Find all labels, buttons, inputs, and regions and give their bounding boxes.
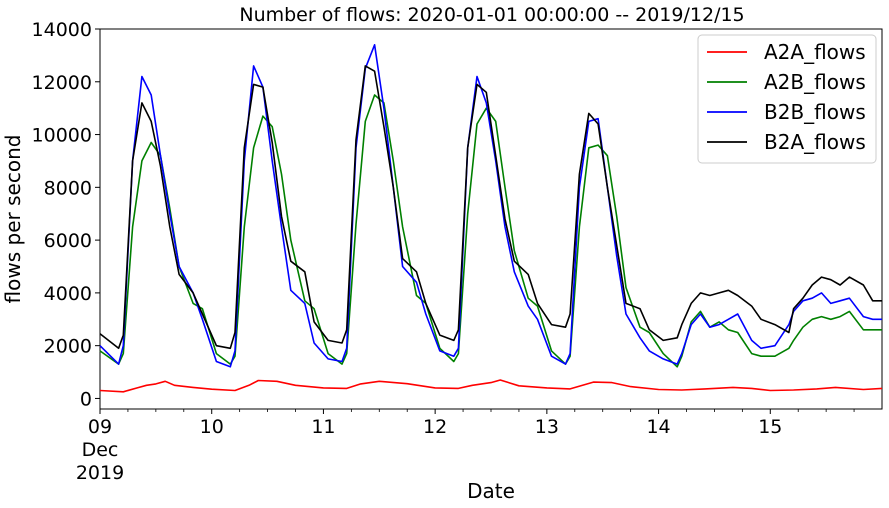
- x-tick-label: 2019: [76, 462, 124, 484]
- series-line-B2A_flows: [99, 65, 882, 350]
- y-tick-label: 6000: [44, 230, 92, 252]
- x-tick-label: 13: [535, 416, 559, 438]
- legend-label-A2B_flows: A2B_flows: [764, 70, 866, 94]
- chart-title: Number of flows: 2020-01-01 00:00:00 -- …: [239, 4, 744, 26]
- legend-label-B2B_flows: B2B_flows: [764, 100, 866, 124]
- series-line-B2B_flows: [99, 43, 882, 368]
- legend-label-B2A_flows: B2A_flows: [764, 130, 866, 154]
- y-tick-label: 0: [80, 388, 92, 410]
- legend-box: [697, 34, 877, 164]
- y-tick-label: 12000: [32, 72, 92, 94]
- y-tick-label: 2000: [44, 336, 92, 358]
- x-tick-label: 15: [758, 416, 782, 438]
- y-axis: 0 2000 4000 6000 8000 10000 12000 14000: [32, 19, 100, 410]
- series-line-A2B_flows: [99, 94, 882, 368]
- legend: A2A_flows A2B_flows B2B_flows B2A_flows: [697, 34, 877, 164]
- x-tick-label: Dec: [82, 439, 119, 461]
- y-tick-label: 4000: [44, 283, 92, 305]
- y-tick-label: 14000: [32, 19, 92, 41]
- y-tick-label: 10000: [32, 125, 92, 147]
- y-axis-title: flows per second: [1, 135, 25, 304]
- legend-label-A2A_flows: A2A_flows: [764, 40, 866, 64]
- x-tick-label: 09: [88, 416, 112, 438]
- x-tick-label: 10: [200, 416, 224, 438]
- x-tick-label: 14: [646, 416, 670, 438]
- series-layer: [99, 43, 883, 393]
- y-tick-label: 8000: [44, 177, 92, 199]
- x-tick-label: 12: [423, 416, 447, 438]
- series-line-A2A_flows: [99, 379, 883, 393]
- x-tick-label: 11: [311, 416, 335, 438]
- x-axis-title: Date: [467, 479, 515, 503]
